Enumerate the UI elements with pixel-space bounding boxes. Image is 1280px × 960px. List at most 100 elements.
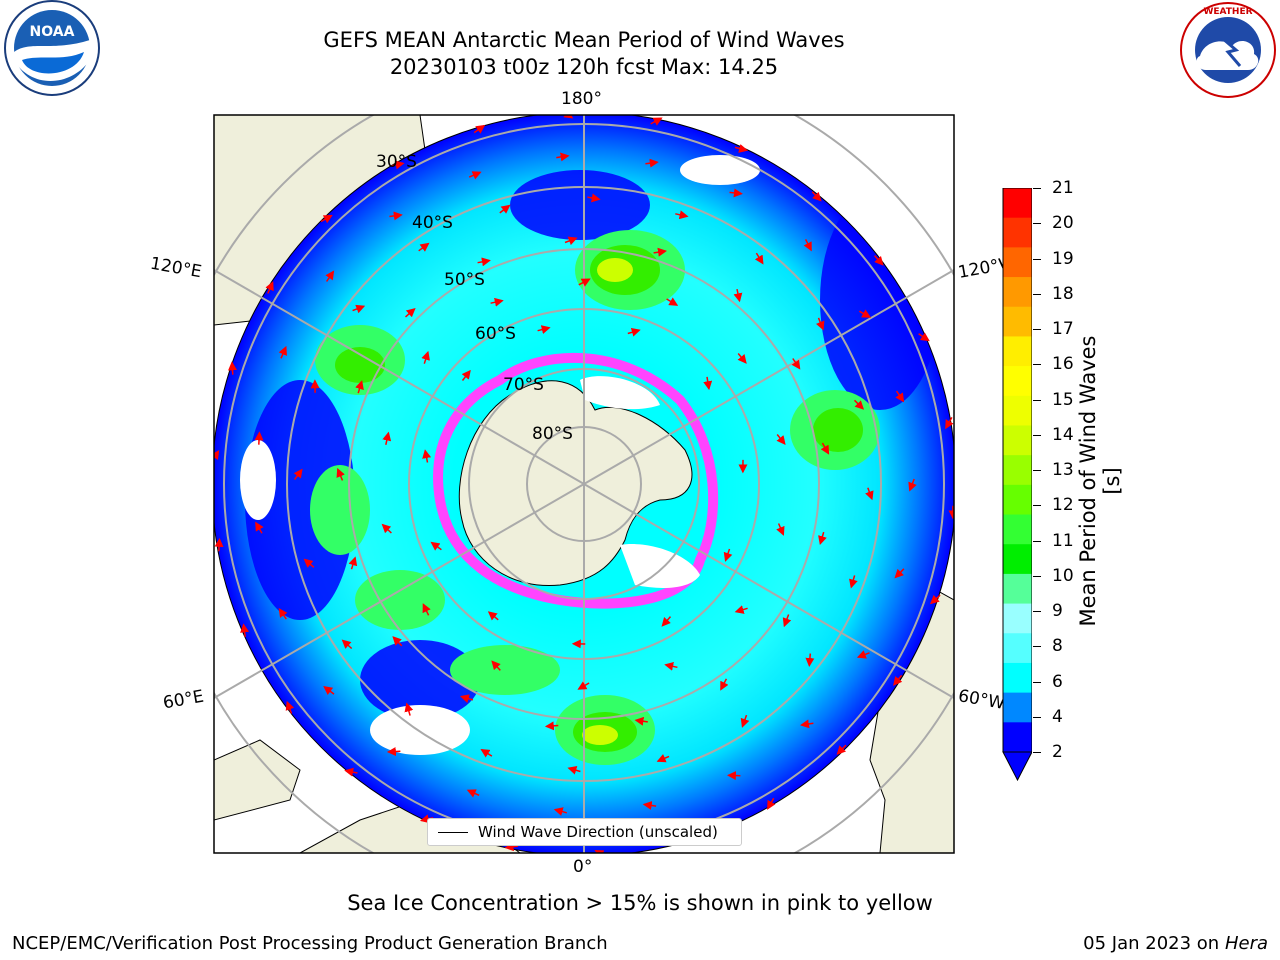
wind-wave-arrow-icon — [874, 255, 884, 266]
wind-wave-arrow-icon — [382, 431, 392, 445]
wind-wave-arrow-icon — [303, 558, 315, 568]
wind-wave-arrow-icon — [836, 744, 847, 755]
colorbar-tick-label: 19 — [1052, 248, 1074, 269]
colorbar-segment — [1003, 336, 1032, 367]
wind-wave-arrow-icon — [255, 521, 264, 534]
wind-wave-arrow-icon — [214, 537, 224, 552]
wind-wave-arrow-icon — [240, 623, 250, 637]
graticule — [214, 115, 954, 853]
wind-wave-arrow-icon — [320, 214, 333, 224]
noaa-logo-text: NOAA — [30, 24, 75, 40]
colorbar-tick-label: 20 — [1052, 213, 1074, 234]
wind-wave-arrow-icon — [344, 767, 358, 777]
colorbar-tick-label: 13 — [1052, 460, 1074, 480]
ross-ice — [580, 376, 660, 410]
lat-label-40s: 40°S — [412, 213, 453, 233]
map-legend: Wind Wave Direction (unscaled) — [427, 818, 742, 846]
lat-label-70s: 70°S — [503, 375, 544, 395]
colorbar-tick-mark — [1033, 434, 1041, 436]
legend-line-icon — [438, 831, 468, 833]
colorbar-segment — [1003, 573, 1032, 605]
wind-wave-arrow-icon — [656, 754, 670, 763]
colorbar-tick-mark — [1033, 716, 1041, 718]
colorbar-segment — [1003, 277, 1032, 308]
wind-wave-arrow-icon — [490, 297, 504, 307]
lat-label-60s: 60°S — [475, 324, 516, 344]
wind-wave-arrow-icon — [645, 158, 659, 168]
colorbar-segment — [1003, 484, 1032, 516]
wind-wave-arrow-icon — [627, 327, 641, 337]
wind-wave-arrow-icon — [386, 747, 401, 757]
colorbar-tick-label: 15 — [1052, 389, 1074, 410]
lat-label-50s: 50°S — [444, 270, 485, 290]
footer-branch: NCEP/EMC/Verification Post Processing Pr… — [12, 933, 608, 954]
wind-wave-arrow-icon — [405, 308, 416, 318]
wind-wave-arrow-icon — [389, 211, 403, 221]
colorbar-segment — [1003, 247, 1032, 278]
wind-wave-arrow-icon — [323, 686, 335, 696]
wind-wave-arrow-icon — [577, 681, 590, 690]
colorbar-tick-mark — [1033, 752, 1041, 753]
lon-label-180: 180° — [561, 89, 602, 109]
wind-wave-arrow-icon — [461, 369, 471, 381]
wind-wave-arrow-icon — [430, 541, 442, 551]
colorbar-tick-mark — [1033, 293, 1041, 295]
colorbar-tick-label: 18 — [1052, 283, 1074, 304]
colorbar-label: Mean Period of Wind Waves [s] — [1076, 335, 1124, 627]
wind-wave-arrow-icon — [556, 152, 570, 162]
wind-wave-arrow-icon — [578, 278, 591, 287]
sea-ice-ring — [433, 352, 719, 609]
colorbar-segment — [1003, 425, 1032, 456]
wind-wave-arrow-icon — [723, 548, 733, 562]
wind-wave-arrow-icon — [325, 270, 335, 282]
wind-wave-arrow-icon — [734, 605, 748, 614]
wind-wave-arrow-icon — [929, 594, 941, 605]
wind-wave-arrow-icon — [865, 487, 874, 501]
wind-wave-arrow-icon — [336, 467, 345, 481]
wind-wave-arrow-icon — [228, 361, 237, 375]
wind-wave-arrow-icon — [853, 399, 865, 410]
wind-wave-arrow-icon — [491, 660, 501, 671]
colorbar-tick-label: 11 — [1052, 530, 1074, 551]
wind-wave-arrow-icon — [642, 801, 657, 810]
wind-wave-arrow-icon — [391, 160, 405, 170]
wind-wave-arrow-icon — [499, 204, 511, 214]
wind-wave-arrow-icon — [421, 350, 430, 364]
colorbar-tick-mark — [1033, 258, 1041, 260]
wind-wave-arrow-icon — [767, 797, 776, 810]
colorbar-tick-label: 12 — [1052, 495, 1074, 516]
wind-wave-arrow-icon — [352, 304, 366, 314]
wind-wave-arrow-icon — [214, 450, 220, 461]
wind-wave-arrow-icon — [293, 468, 303, 480]
wind-wave-arrow-icon — [816, 317, 825, 331]
footer-date: 05 Jan 2023 on Hera — [1083, 933, 1268, 954]
wind-wave-arrow-icon — [803, 239, 812, 252]
wind-wave-arrow-icon — [473, 124, 486, 134]
colorbar-segment — [1003, 544, 1032, 575]
wind-wave-arrow-icon — [504, 842, 518, 852]
wind-wave-arrow-icon — [563, 115, 574, 119]
colorbar-segment — [1003, 455, 1032, 486]
high-period-patches — [310, 230, 880, 765]
wind-wave-arrow-icon — [480, 749, 493, 758]
wind-wave-arrow-icon — [849, 575, 858, 589]
wind-wave-arrow-icon — [666, 297, 679, 306]
colorbar-tick-mark — [1033, 540, 1041, 542]
wind-wave-arrow-icon — [422, 449, 432, 463]
wind-wave-arrow-icon — [733, 288, 743, 303]
nws-logo: WEATHER — [1180, 2, 1276, 98]
wind-wave-arrow-icon — [567, 765, 581, 775]
wind-wave-arrow-icon — [945, 417, 954, 430]
sea-ice-caption: Sea Ice Concentration > 15% is shown in … — [347, 891, 933, 915]
wind-wave-arrow-icon — [459, 694, 474, 703]
wind-wave-arrow-icon — [737, 353, 747, 364]
wind-wave-arrow-icon — [734, 144, 749, 153]
wind-wave-arrow-icon — [278, 607, 288, 620]
wind-wave-arrow-icon — [820, 442, 830, 455]
lat-label-80s: 80°S — [532, 424, 573, 444]
wind-wave-arrow-icon — [740, 714, 750, 728]
wind-wave-arrow-icon — [653, 247, 667, 257]
legend-text: Wind Wave Direction (unscaled) — [478, 823, 718, 841]
colorbar-tick-mark — [1033, 505, 1041, 507]
